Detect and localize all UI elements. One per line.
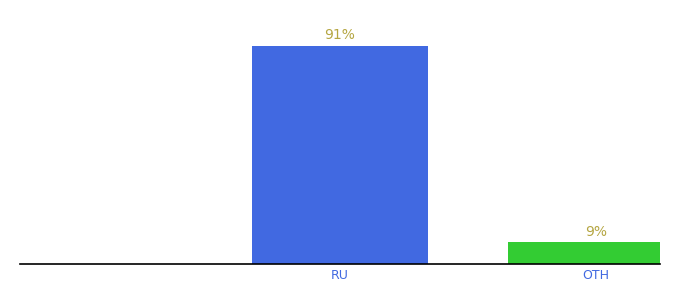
Bar (508, 242, 680, 264)
Text: 91%: 91% (324, 28, 356, 42)
Text: 9%: 9% (585, 225, 607, 239)
Bar (252, 46, 428, 264)
